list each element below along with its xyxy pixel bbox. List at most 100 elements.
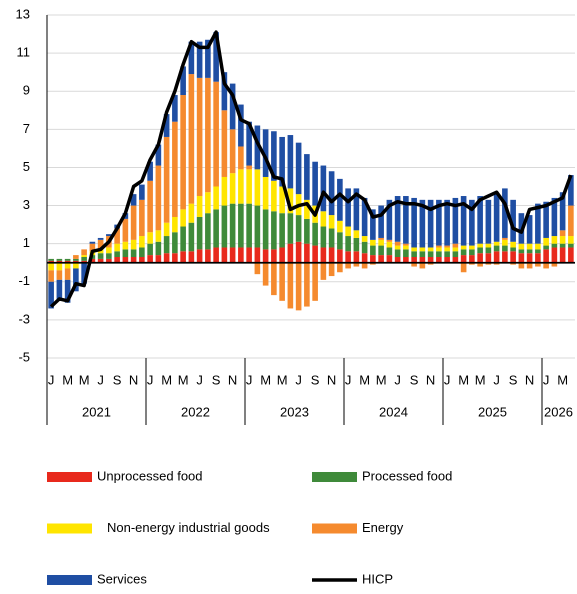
bar-segment bbox=[427, 262, 434, 265]
bar-segment bbox=[196, 249, 203, 263]
bar-segment bbox=[238, 104, 244, 147]
bar-segment bbox=[510, 199, 516, 242]
bar-segment bbox=[477, 247, 483, 254]
bar-segment bbox=[196, 41, 203, 78]
bar-segment bbox=[444, 251, 450, 258]
bar-segment bbox=[370, 245, 376, 256]
bar-segment bbox=[403, 257, 409, 263]
bar-segment bbox=[502, 237, 508, 240]
bar-segment bbox=[460, 255, 467, 263]
bar-segment bbox=[353, 230, 360, 238]
bar-segment bbox=[394, 241, 401, 246]
bar-segment bbox=[205, 77, 211, 193]
bar-segment bbox=[345, 188, 351, 227]
bar-segment bbox=[559, 243, 566, 248]
bar-segment bbox=[262, 249, 269, 263]
bar-segment bbox=[370, 209, 376, 240]
bar-segment bbox=[370, 255, 376, 263]
bar-segment bbox=[262, 262, 269, 286]
bar-segment bbox=[106, 234, 112, 237]
bar-segment bbox=[221, 110, 228, 177]
bar-segment bbox=[378, 245, 384, 256]
bar-segment bbox=[353, 188, 360, 231]
bar-segment bbox=[81, 255, 87, 258]
bar-segment bbox=[188, 74, 195, 204]
bar-segment bbox=[221, 205, 228, 248]
x-tick-label: M bbox=[277, 372, 288, 387]
bar-segment bbox=[502, 239, 508, 246]
legend-label: HICP bbox=[362, 571, 393, 586]
bar-segment bbox=[205, 249, 211, 263]
bar-segment bbox=[436, 245, 442, 248]
bar-segment bbox=[139, 257, 145, 263]
bar-segment bbox=[279, 186, 285, 214]
bar-segment bbox=[361, 236, 368, 242]
bar-segment bbox=[345, 236, 351, 252]
x-tick-label: N bbox=[129, 372, 138, 387]
bar-segment bbox=[502, 251, 508, 263]
bar-segment bbox=[535, 203, 541, 244]
bar-segment bbox=[345, 226, 351, 237]
bar-segment bbox=[535, 243, 541, 250]
bar-segment bbox=[386, 241, 393, 248]
bar-segment bbox=[304, 243, 310, 263]
x-tick-label: M bbox=[458, 372, 469, 387]
y-tick-label: 13 bbox=[16, 6, 30, 21]
bar-segment bbox=[254, 262, 261, 275]
legend-label: Processed food bbox=[362, 468, 452, 483]
bar-segment bbox=[518, 253, 525, 263]
bar-segment bbox=[130, 249, 137, 258]
bar-segment bbox=[328, 171, 335, 216]
y-tick-label: 11 bbox=[17, 45, 31, 60]
bar-segment bbox=[469, 245, 475, 250]
bar-segment bbox=[394, 196, 401, 242]
bar-segment bbox=[502, 245, 508, 252]
bar-segment bbox=[370, 262, 376, 265]
bar-segment bbox=[559, 247, 566, 263]
bar-segment bbox=[254, 205, 261, 248]
bar-segment bbox=[180, 226, 186, 252]
bar-segment bbox=[469, 262, 475, 265]
bar-segment bbox=[89, 241, 96, 244]
bar-segment bbox=[427, 247, 434, 252]
bar-segment bbox=[345, 262, 351, 269]
bar-segment bbox=[271, 262, 277, 296]
bar-segment bbox=[419, 251, 426, 258]
bar-segment bbox=[551, 236, 558, 244]
bar-segment bbox=[147, 180, 153, 233]
bar-segment bbox=[180, 209, 186, 227]
bar-segment bbox=[460, 262, 467, 273]
bar-segment bbox=[97, 249, 104, 254]
legend-label: Non-energy industrial goods bbox=[107, 520, 270, 535]
x-tick-label: S bbox=[113, 372, 122, 387]
bar-segment bbox=[493, 245, 500, 252]
bar-segment bbox=[370, 239, 376, 246]
x-tick-label: N bbox=[525, 372, 534, 387]
bar-segment bbox=[361, 197, 368, 237]
bar-segment bbox=[543, 262, 549, 269]
bar-segment bbox=[163, 253, 170, 263]
bar-segment bbox=[188, 222, 195, 252]
bar-segment bbox=[328, 228, 335, 248]
bar-segment bbox=[221, 247, 228, 263]
x-tick-label: J bbox=[345, 372, 352, 387]
bar-segment bbox=[543, 201, 549, 238]
bar-segment bbox=[526, 215, 533, 244]
bar-segment bbox=[130, 194, 137, 206]
bar-segment bbox=[568, 205, 574, 237]
bar-segment bbox=[452, 197, 459, 244]
bar-segment bbox=[56, 262, 63, 271]
bar-segment bbox=[403, 196, 409, 244]
x-tick-label: J bbox=[394, 372, 401, 387]
group-label: 2022 bbox=[181, 404, 210, 419]
bar-segment bbox=[196, 196, 203, 217]
bar-segment bbox=[287, 243, 294, 263]
bar-segment bbox=[295, 142, 302, 195]
bar-segment bbox=[378, 239, 384, 246]
bar-segment bbox=[452, 247, 459, 252]
legend-swatch bbox=[312, 472, 357, 482]
bar-segment bbox=[56, 260, 63, 263]
bar-segment bbox=[535, 262, 541, 267]
bar-segment bbox=[403, 245, 409, 250]
bar-segment bbox=[436, 199, 442, 246]
